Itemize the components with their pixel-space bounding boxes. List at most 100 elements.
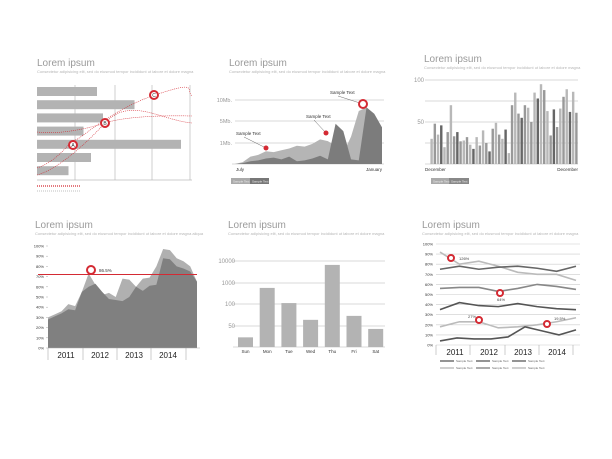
panel-title: Lorem ipsum — [37, 58, 95, 69]
x-tick-label: December — [557, 167, 578, 172]
bar — [536, 98, 539, 164]
highlight-marker — [86, 265, 96, 275]
legend-swatch — [250, 178, 269, 184]
bar — [459, 141, 462, 164]
y-tick-label: 90% — [425, 252, 433, 257]
bar — [436, 134, 440, 164]
bar — [368, 328, 384, 347]
marker-b — [100, 118, 110, 128]
x-tick-label: Mon — [263, 349, 272, 354]
x-tick-label: Fri — [351, 349, 356, 354]
y-tick-label: 10Mb. — [217, 98, 233, 104]
line-series-2 — [439, 265, 577, 273]
panel-subtitle: Consectetur adipisicing elit, sed do eiu… — [424, 65, 581, 70]
x-tick-label: 2014 — [548, 348, 566, 357]
bar — [462, 140, 465, 164]
x-tick-label: July — [236, 167, 245, 172]
y-tick-label: 30% — [36, 315, 44, 320]
line-series-1 — [439, 251, 577, 282]
bar — [571, 91, 575, 164]
line-series-5 — [439, 316, 577, 329]
bar — [456, 132, 459, 164]
x-tick-label: Sun — [241, 349, 250, 354]
bar — [514, 92, 517, 164]
bar — [552, 109, 556, 164]
y-tick-label: 10% — [425, 332, 433, 337]
bar — [504, 129, 507, 164]
bar — [37, 87, 97, 96]
x-tick-label: Tue — [285, 349, 293, 354]
panel-3-header: Lorem ipsum Consectetur adipisicing elit,… — [424, 54, 584, 70]
y-tick-label: 80% — [36, 264, 44, 269]
bar — [491, 128, 494, 164]
y-tick-label: 5Mb. — [220, 119, 233, 125]
bar — [475, 137, 478, 164]
highlight-marker — [475, 316, 483, 324]
bar — [37, 139, 181, 149]
annotation-leader — [313, 119, 327, 134]
bar — [469, 144, 472, 164]
data-point-marker — [263, 145, 269, 151]
highlight-marker — [543, 320, 551, 328]
bar — [559, 108, 562, 164]
marker-label: B — [103, 121, 107, 127]
y-tick-label: 20% — [36, 325, 44, 330]
x-tick-label: 2012 — [480, 348, 498, 357]
legend-label: Sample Text — [233, 180, 250, 184]
annotation-label: 64% — [497, 297, 505, 302]
panel-subtitle: Consectetur adipisicing elit, sed do eiu… — [422, 231, 579, 236]
y-tick-label: 60% — [425, 282, 433, 287]
line-series-4 — [439, 301, 577, 311]
annotation-label: 19.5% — [554, 316, 566, 321]
x-tick-label: Wed — [306, 349, 316, 354]
marker-label: C — [152, 93, 156, 99]
bar — [259, 287, 275, 347]
annotation-label: 27% — [468, 314, 476, 319]
bar — [565, 89, 568, 164]
y-tick-label: 60% — [36, 284, 44, 289]
x-tick-label: 2014 — [159, 351, 177, 360]
legend-label: Sample Text — [451, 180, 468, 184]
legend-label: Sample Text — [528, 359, 545, 363]
bar — [346, 315, 362, 347]
area-series-2 — [48, 258, 197, 348]
panel-subtitle: Consectetur adipisicing elit, sed do eiu… — [229, 69, 386, 74]
marker-a — [68, 140, 78, 150]
marker-c — [149, 90, 159, 100]
y-tick-label: 100 — [225, 302, 236, 308]
y-tick-label: 50 — [417, 120, 424, 126]
bar — [449, 105, 453, 164]
annotation-label: 86.5% — [99, 268, 112, 273]
bar — [533, 92, 536, 164]
legend-swatch — [449, 178, 469, 184]
legend-label: Sample Text — [492, 359, 509, 363]
panel-2-header: Lorem ipsum Consectetur adipisicing elit,… — [229, 58, 389, 74]
highlight-marker — [447, 254, 455, 262]
bar — [539, 84, 543, 164]
bar — [481, 130, 485, 164]
bar — [523, 105, 527, 164]
x-tick-label: Thu — [328, 349, 336, 354]
x-tick-label: Sat — [372, 349, 380, 354]
x-tick-label: 2012 — [91, 351, 109, 360]
panel-title: Lorem ipsum — [35, 220, 93, 231]
bar — [494, 122, 498, 164]
panel-6-header: Lorem ipsum Consectetur adipisicing elit,… — [422, 220, 587, 236]
bar — [281, 303, 297, 347]
annotation-label: Sample Text — [330, 90, 355, 95]
y-tick-label: 0% — [427, 343, 433, 348]
y-tick-label: 20% — [425, 322, 433, 327]
area-series-2 — [235, 107, 382, 164]
highlight-marker — [358, 99, 368, 109]
annotation-label: Sample Text — [306, 114, 331, 119]
data-point-marker — [323, 130, 329, 136]
bar — [568, 111, 572, 164]
legend-label: Sample Text — [456, 366, 473, 370]
bar — [37, 100, 135, 110]
bar — [37, 113, 103, 123]
panel-title: Lorem ipsum — [228, 220, 286, 231]
bar — [575, 112, 578, 164]
bar — [430, 138, 433, 164]
x-tick-label: 2013 — [125, 351, 143, 360]
legend-label: Sample Text — [492, 366, 509, 370]
